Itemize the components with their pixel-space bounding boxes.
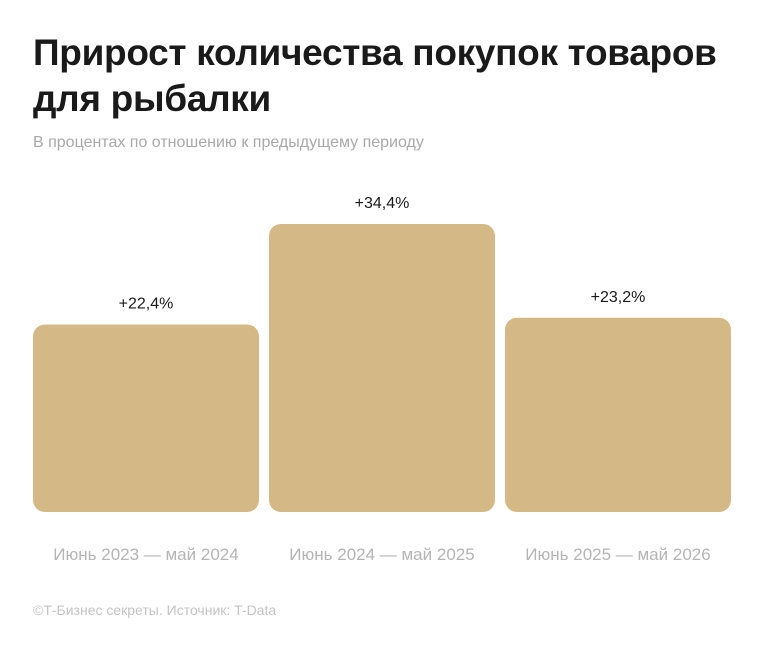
chart-subtitle: В процентах по отношению к предыдущему п… (33, 134, 424, 151)
source-note: ©Т-Бизнес секреты. Источник: T-Data (33, 602, 277, 618)
value-label-3: +23,2% (591, 289, 646, 306)
bar-2 (269, 224, 495, 512)
value-label-2: +34,4% (355, 195, 410, 212)
chart-title: Прирост количества покупок товаров для р… (33, 32, 717, 119)
value-label-1: +22,4% (119, 295, 174, 312)
category-label-3: Июнь 2025 — май 2026 (525, 545, 710, 564)
bar-1 (33, 324, 259, 512)
category-label-1: Июнь 2023 — май 2024 (53, 545, 238, 564)
category-label-2: Июнь 2024 — май 2025 (289, 545, 474, 564)
bar-3 (505, 317, 731, 512)
